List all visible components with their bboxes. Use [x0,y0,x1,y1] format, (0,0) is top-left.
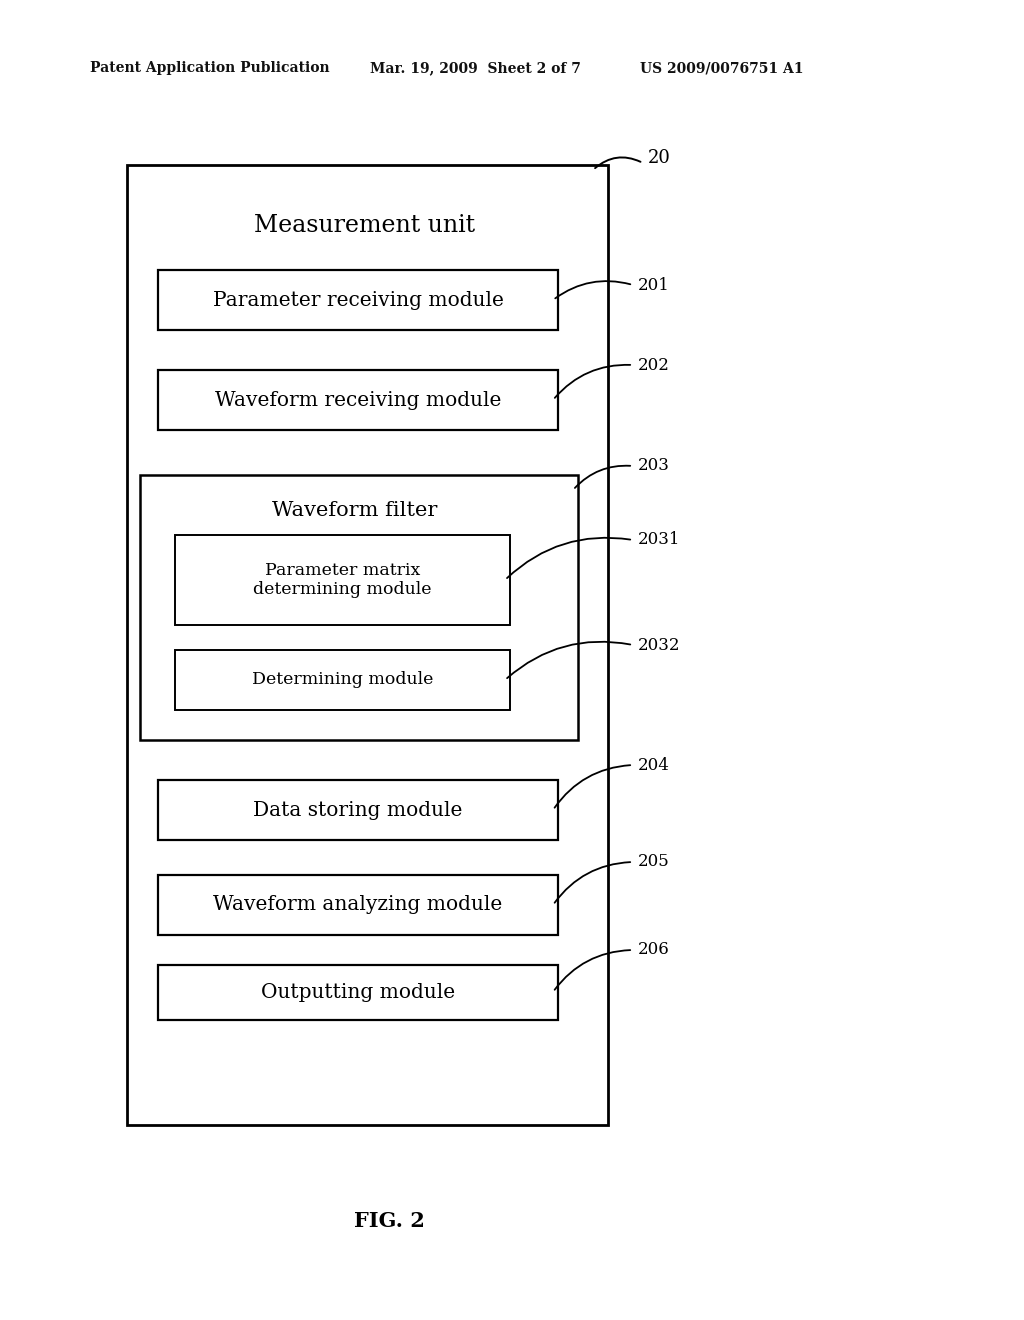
Bar [158,965,558,1020]
Text: 2032: 2032 [638,636,681,653]
Text: 204: 204 [638,756,670,774]
Text: Waveform receiving module: Waveform receiving module [215,391,501,409]
Bar [158,780,558,840]
Text: Parameter receiving module: Parameter receiving module [213,290,504,309]
Bar [175,649,510,710]
Bar [127,165,608,1125]
Text: FIG. 2: FIG. 2 [353,1210,425,1232]
Text: 205: 205 [638,854,670,870]
Text: Waveform filter: Waveform filter [272,500,437,520]
Bar [158,875,558,935]
Bar [175,535,510,624]
Text: 202: 202 [638,356,670,374]
Text: Patent Application Publication: Patent Application Publication [90,61,330,75]
Text: Measurement unit: Measurement unit [254,214,475,236]
Text: US 2009/0076751 A1: US 2009/0076751 A1 [640,61,804,75]
Bar [158,370,558,430]
Text: Mar. 19, 2009  Sheet 2 of 7: Mar. 19, 2009 Sheet 2 of 7 [370,61,581,75]
Text: Waveform analyzing module: Waveform analyzing module [213,895,503,915]
Text: 2031: 2031 [638,532,681,549]
Text: Parameter matrix
determining module: Parameter matrix determining module [253,562,432,598]
Text: Outputting module: Outputting module [261,983,455,1002]
Text: 201: 201 [638,276,670,293]
Bar [140,475,578,741]
Text: 20: 20 [648,149,671,168]
Bar [158,271,558,330]
Text: 203: 203 [638,458,670,474]
Text: Data storing module: Data storing module [253,800,463,820]
Text: 206: 206 [638,941,670,958]
Text: Determining module: Determining module [252,672,433,689]
